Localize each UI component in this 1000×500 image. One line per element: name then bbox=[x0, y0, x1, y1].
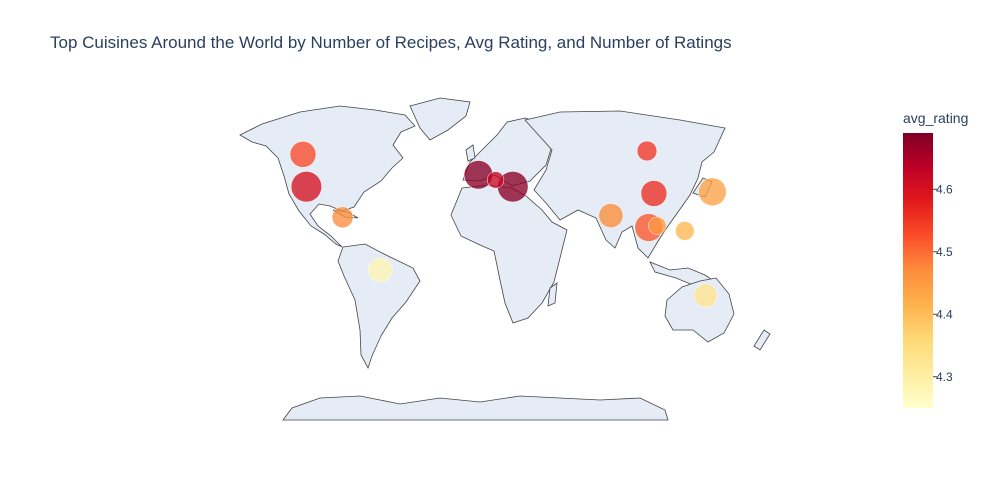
cuisine-marker[interactable] bbox=[368, 257, 393, 283]
cuisine-marker[interactable] bbox=[598, 203, 624, 228]
chart-title: Top Cuisines Around the World by Number … bbox=[50, 33, 732, 52]
land-antarctica bbox=[282, 395, 669, 421]
colorbar-tick-label: 4.5 bbox=[936, 245, 953, 259]
land-africa bbox=[450, 184, 568, 324]
land-madagascar bbox=[547, 282, 558, 307]
cuisine-marker[interactable] bbox=[698, 177, 727, 206]
cuisine-marker[interactable] bbox=[487, 171, 505, 189]
cuisine-marker[interactable] bbox=[289, 141, 317, 168]
cuisine-marker[interactable] bbox=[636, 140, 658, 162]
cuisine-marker[interactable] bbox=[290, 171, 322, 203]
cuisine-marker[interactable] bbox=[675, 221, 695, 241]
cuisine-marker[interactable] bbox=[648, 216, 667, 235]
cuisine-marker[interactable] bbox=[331, 206, 354, 229]
land-greenland bbox=[409, 97, 471, 141]
land-asia bbox=[524, 110, 726, 259]
land-south-america bbox=[337, 243, 421, 370]
cuisine-marker[interactable] bbox=[640, 180, 668, 207]
colorbar-title: avg_rating bbox=[903, 110, 969, 126]
cuisine-marker[interactable] bbox=[693, 283, 718, 308]
land-new-zealand bbox=[753, 329, 771, 351]
cuisine-markers bbox=[289, 140, 727, 308]
landmasses bbox=[239, 97, 771, 421]
colorbar-gradient bbox=[903, 133, 933, 408]
land-british-isles bbox=[465, 144, 476, 162]
colorbar-tick-label: 4.6 bbox=[936, 182, 953, 196]
colorbar-tick-label: 4.4 bbox=[936, 307, 953, 321]
colorbar-ticks: 4.3 4.4 4.5 4.6 bbox=[933, 182, 953, 384]
colorbar-tick-label: 4.3 bbox=[936, 370, 953, 384]
land-north-america bbox=[239, 105, 416, 248]
